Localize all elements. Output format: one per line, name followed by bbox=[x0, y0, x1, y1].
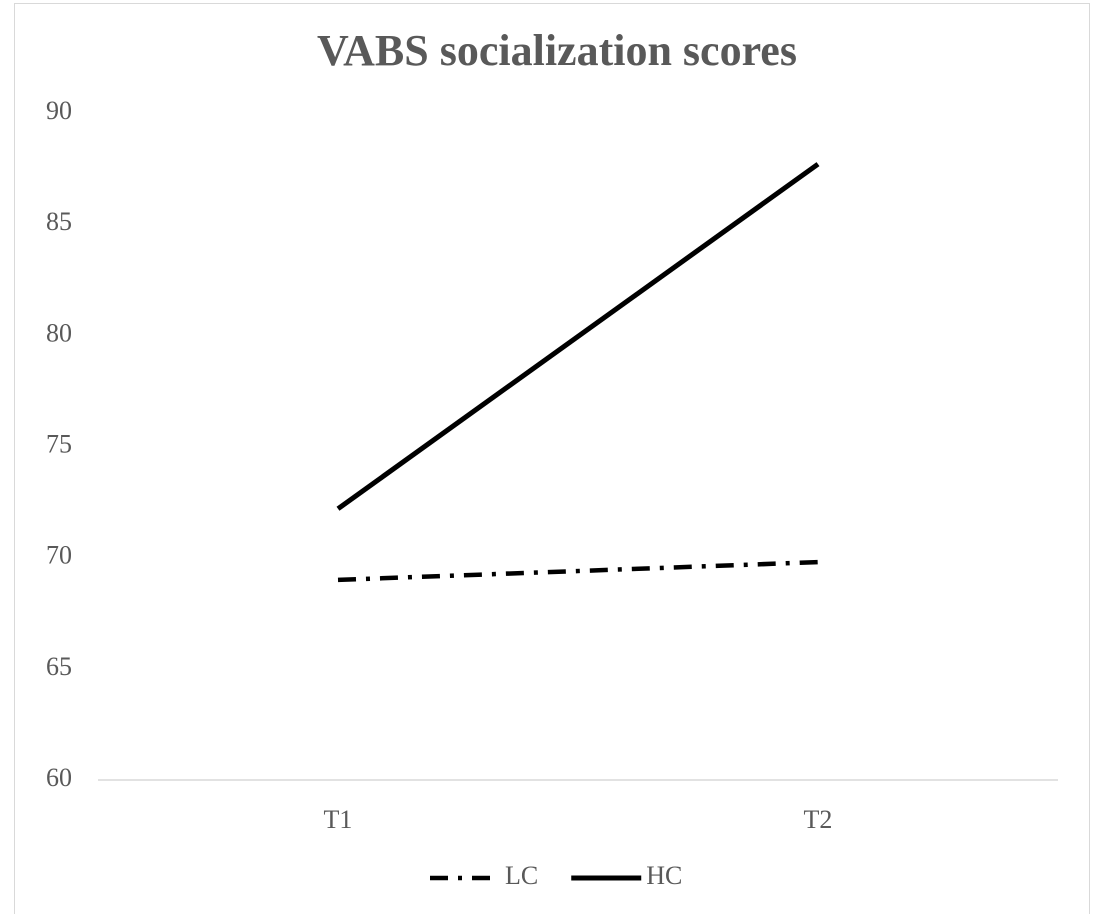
chart-frame bbox=[14, 3, 1090, 914]
x-tick-label: T1 bbox=[324, 805, 353, 834]
legend-label: LC bbox=[505, 861, 538, 890]
legend-label: HC bbox=[646, 861, 682, 890]
series-line bbox=[337, 559, 819, 583]
y-tick-label: 85 bbox=[46, 207, 72, 236]
y-tick-label: 60 bbox=[46, 763, 72, 792]
y-tick-label: 90 bbox=[46, 96, 72, 125]
chart-title: VABS socialization scores bbox=[317, 26, 797, 75]
series-line bbox=[336, 162, 820, 511]
y-tick-label: 75 bbox=[46, 429, 72, 458]
y-tick-label: 70 bbox=[46, 541, 72, 570]
y-tick-label: 80 bbox=[46, 318, 72, 347]
x-tick-label: T2 bbox=[804, 805, 833, 834]
y-tick-label: 65 bbox=[46, 652, 72, 681]
